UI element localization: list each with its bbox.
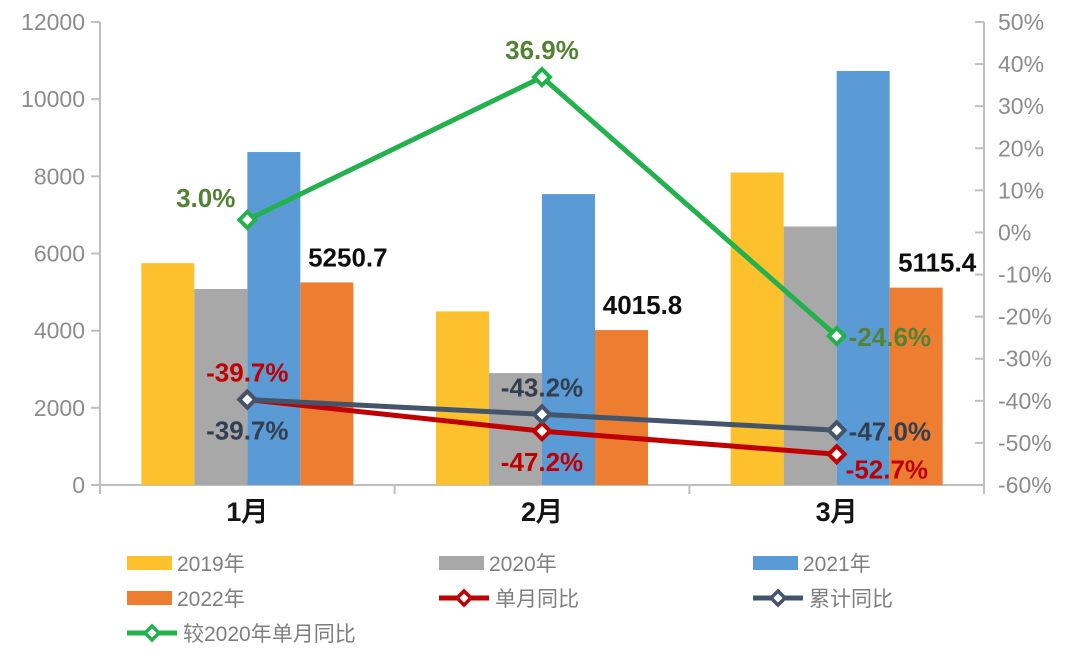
bar-2021年-3月 xyxy=(836,71,890,486)
bar-2022年-1月 xyxy=(300,282,354,485)
left-axis-tick-label: 0 xyxy=(72,472,85,498)
bar-2019年-3月 xyxy=(730,172,784,485)
legend-marker-diamond-icon-单月同比 xyxy=(454,588,474,608)
line-point-label: -43.2% xyxy=(501,372,583,402)
left-axis-tick-label: 2000 xyxy=(34,395,85,421)
bar-2021年-2月 xyxy=(542,194,595,485)
bar-point-label: 5250.7 xyxy=(308,242,388,272)
right-axis-tick-label: 40% xyxy=(998,51,1044,77)
right-axis-tick-label: 30% xyxy=(998,93,1044,119)
line-point-label: 3.0% xyxy=(176,183,235,213)
right-axis-tick-label: 10% xyxy=(998,177,1044,203)
marker-diamond-icon-单月同比-2月 xyxy=(531,420,553,442)
left-axis-tick-label: 10000 xyxy=(21,86,85,112)
legend-item-label: 2020年 xyxy=(489,553,557,576)
bar-point-label: 4015.8 xyxy=(603,290,683,320)
right-axis-tick-label: -30% xyxy=(998,346,1052,372)
line-point-label: -47.0% xyxy=(849,416,931,446)
right-axis-tick-label: -50% xyxy=(998,430,1052,456)
left-axis-tick-label: 12000 xyxy=(21,9,85,35)
legend-item-label: 较2020年单月同比 xyxy=(183,623,356,646)
right-axis-tick-label: -40% xyxy=(998,388,1052,414)
bar-2022年-2月 xyxy=(595,330,648,485)
legend-item-label: 2021年 xyxy=(803,553,871,576)
marker-diamond-icon-较2020年单月同比-1月 xyxy=(236,208,259,231)
bar-point-label: 5115.4 xyxy=(898,248,977,278)
marker-diamond-icon-累计同比-3月 xyxy=(825,419,848,442)
category-label: 3月 xyxy=(816,497,858,527)
legend-item-label: 2019年 xyxy=(177,553,245,576)
bar-2020年-1月 xyxy=(194,288,248,485)
legend-swatch-icon-2020年 xyxy=(439,556,484,570)
left-axis-tick-label: 6000 xyxy=(34,241,85,267)
legend-item-label: 2022年 xyxy=(177,588,245,611)
line-point-label: 36.9% xyxy=(505,35,579,65)
bar-2020年-3月 xyxy=(783,226,837,485)
marker-diamond-icon-较2020年单月同比-3月 xyxy=(825,325,848,347)
marker-diamond-icon-单月同比-3月 xyxy=(825,443,848,466)
legend-swatch-icon-2021年 xyxy=(753,556,798,570)
line-point-label: -52.7% xyxy=(846,454,928,484)
legend-item-label: 单月同比 xyxy=(495,588,579,611)
category-label: 2月 xyxy=(521,497,563,527)
bar-2022年-3月 xyxy=(889,287,943,485)
bar-2019年-1月 xyxy=(141,263,195,485)
right-axis-tick-label: 20% xyxy=(998,135,1044,161)
category-label: 1月 xyxy=(226,497,268,527)
right-axis-tick-label: 50% xyxy=(998,9,1044,35)
right-axis-tick-label: 0% xyxy=(998,219,1031,245)
legend-marker-diamond-icon-累计同比 xyxy=(768,588,788,608)
right-axis-tick-label: -10% xyxy=(998,262,1052,288)
marker-diamond-icon-累计同比-2月 xyxy=(531,403,553,426)
line-point-label: -47.2% xyxy=(501,447,583,477)
legend-marker-diamond-icon-较2020年单月同比 xyxy=(142,623,162,643)
legend-item-label: 累计同比 xyxy=(809,588,893,611)
right-axis-tick-label: -20% xyxy=(998,304,1052,330)
marker-diamond-icon-较2020年单月同比-2月 xyxy=(531,66,553,88)
right-axis-tick-label: -60% xyxy=(998,472,1052,498)
left-axis-tick-label: 8000 xyxy=(34,163,85,189)
legend-swatch-icon-2022年 xyxy=(127,591,172,605)
marker-diamond-icon-累计同比-1月 xyxy=(236,388,259,411)
line-point-label: -39.7% xyxy=(206,416,288,446)
line-point-label: -39.7% xyxy=(206,358,288,388)
left-axis-tick-label: 4000 xyxy=(34,318,85,344)
legend-swatch-icon-2019年 xyxy=(127,556,172,570)
line-point-label: -24.6% xyxy=(849,322,931,352)
bar-2019年-2月 xyxy=(436,311,489,485)
